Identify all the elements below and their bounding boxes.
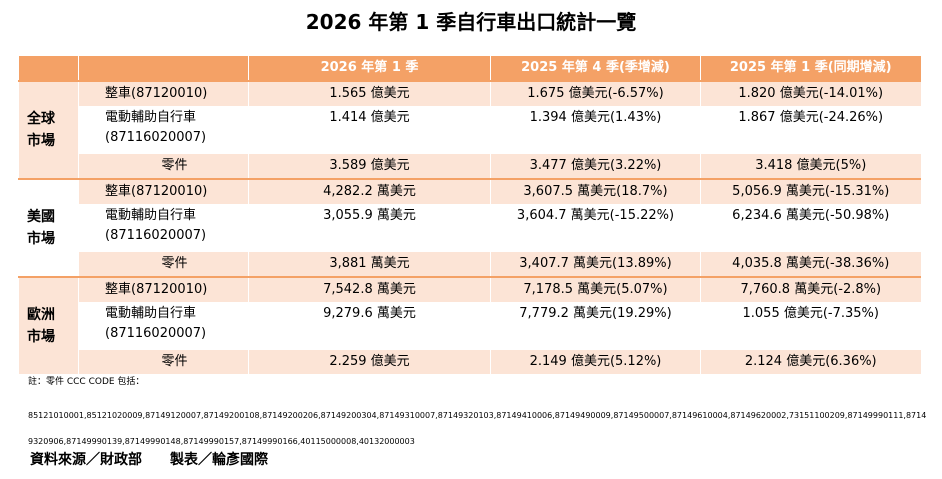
data-row: 歐洲市場 整車(87120010) 7,542.8 萬美元 7,178.5 萬美元(5…	[18, 276, 921, 374]
value-cell: 3,607.5 萬美元(18.7%)	[490, 178, 701, 204]
value-cell: 2.149 億美元(5.12%)	[490, 350, 701, 374]
value-cell: 5,056.9 萬美元(-15.31%)	[700, 178, 921, 204]
value-cell: 1.675 億美元(-6.57%)	[490, 80, 701, 106]
item-cell: 電動輔助自行車(87116020007)	[78, 302, 249, 350]
title: 2026 年第 1 季自行車出口統計一覽	[305, 10, 637, 34]
header-row: 2026 年第 1 季 2025 年第 4 季(季增減) 2025 年第 1 季(同…	[18, 56, 921, 81]
value-cell: 9,279.6 萬美元	[248, 302, 491, 350]
value-cell: 2.259 億美元	[248, 350, 491, 374]
header-blank	[18, 56, 79, 81]
note: 註：零件 CCC CODE 包括：	[28, 377, 145, 387]
item-cell: 電動輔助自行車(87116020007)	[78, 204, 249, 252]
value-cell: 1.565 億美元	[248, 80, 491, 106]
data-row: 電動輔助自行車(87116020007) 1.414 億美元 1.394 億美元(1…	[19, 106, 921, 154]
value-cell: 7,779.2 萬美元(19.29%)	[490, 302, 701, 350]
source: 資料來源／財政部 製表／輪彥國際	[30, 452, 268, 468]
item-cell: 電動輔助自行車(87116020007)	[78, 106, 249, 154]
value-cell: 3,055.9 萬美元	[248, 204, 491, 252]
codes: 85121010001,85121020009,87149120007,8714…	[28, 411, 927, 446]
column-header: 2026 年第 1 季	[248, 56, 491, 81]
item-cell: 零件	[78, 154, 249, 179]
value-cell: 1.394 億美元(1.43%)	[490, 106, 701, 154]
data-row: 零件 3.589 億美元 3.477 億美元(3.22%) 3.418 億美元(5%)	[19, 154, 921, 179]
data-row: 電動輔助自行車(87116020007) 9,279.6 萬美元 7,779.2 萬…	[19, 302, 921, 350]
value-cell: 2.124 億美元(6.36%)	[700, 350, 921, 374]
value-cell: 7,178.5 萬美元(5.07%)	[490, 276, 701, 302]
value-cell: 1.414 億美元	[248, 106, 491, 154]
region-cell: 歐洲市場	[18, 276, 79, 374]
region-name: 歐洲市場	[27, 307, 55, 345]
region-cell: 美國市場	[18, 178, 79, 277]
item-cell: 零件	[78, 252, 249, 277]
value-cell: 7,760.8 萬美元(-2.8%)	[700, 276, 921, 302]
data-row: 電動輔助自行車(87116020007) 3,055.9 萬美元 3,604.7 萬…	[19, 204, 921, 252]
value-cell: 4,282.2 萬美元	[248, 178, 491, 204]
value-cell: 1.055 億美元(-7.35%)	[700, 302, 921, 350]
value-cell: 3,604.7 萬美元(-15.22%)	[490, 204, 701, 252]
value-cell: 3.589 億美元	[248, 154, 491, 179]
data-row: 全球市場 整車(87120010) 1.565 億美元 1.675 億美元(-6.57…	[18, 80, 921, 179]
region-name: 美國市場	[27, 209, 55, 247]
data-row: 零件 2.259 億美元 2.149 億美元(5.12%) 2.124 億美元(6.3…	[19, 350, 921, 374]
region-name: 全球市場	[27, 111, 55, 149]
item-cell: 零件	[78, 350, 249, 374]
column-header: 2025 年第 1 季(同期增減)	[700, 56, 921, 81]
item-cell: 整車(87120010)	[78, 276, 249, 302]
data-row: 零件 3,881 萬美元 3,407.7 萬美元(13.89%) 4,035.8 萬美…	[19, 252, 921, 277]
item-cell: 整車(87120010)	[78, 80, 249, 106]
table: 2026 年第 1 季 2025 年第 4 季(季增減) 2025 年第 1 季(同…	[18, 56, 921, 374]
value-cell: 1.867 億美元(-24.26%)	[700, 106, 921, 154]
item-cell: 整車(87120010)	[78, 178, 249, 204]
value-cell: 3,407.7 萬美元(13.89%)	[490, 252, 701, 277]
column-header: 2025 年第 4 季(季增減)	[490, 56, 701, 81]
value-cell: 3.418 億美元(5%)	[700, 154, 921, 179]
value-cell: 7,542.8 萬美元	[248, 276, 491, 302]
value-cell: 6,234.6 萬美元(-50.98%)	[700, 204, 921, 252]
value-cell: 1.820 億美元(-14.01%)	[700, 80, 921, 106]
region-cell: 全球市場	[18, 80, 79, 179]
value-cell: 3,881 萬美元	[248, 252, 491, 277]
value-cell: 4,035.8 萬美元(-38.36%)	[700, 252, 921, 277]
header-blank	[78, 56, 249, 81]
data-row: 美國市場 整車(87120010) 4,282.2 萬美元 3,607.5 萬美元(1…	[18, 178, 921, 277]
value-cell: 3.477 億美元(3.22%)	[490, 154, 701, 179]
